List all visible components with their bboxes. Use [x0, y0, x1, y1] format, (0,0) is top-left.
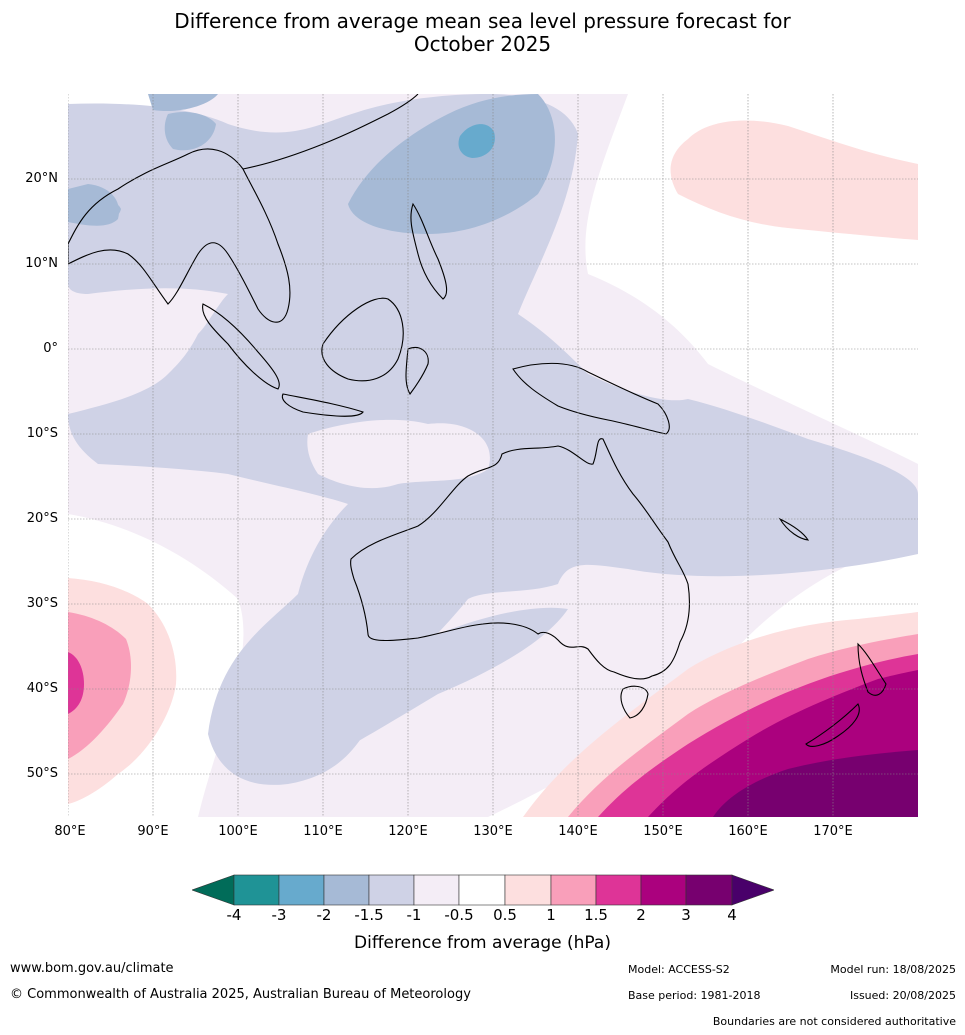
colorbar-tick-label: 2 — [636, 906, 646, 924]
coastlines — [68, 94, 887, 747]
map-canvas — [68, 94, 918, 817]
colorbar-tick-label: 0.5 — [493, 906, 517, 924]
new-caledonia-coastline — [778, 517, 810, 541]
lat-label-10s: 10°S — [26, 426, 58, 441]
colorbar-tick-label: -1.5 — [354, 906, 384, 924]
colorbar-swatch-neutral — [458, 874, 506, 906]
pressure-anomaly-map — [68, 94, 918, 817]
colorbar-swatch-minus-3 — [278, 874, 325, 906]
lon-label-130e: 130°E — [473, 824, 513, 839]
model-name: Model: ACCESS-S2 — [628, 963, 730, 976]
model-run-date: Model run: 18/08/2025 — [830, 963, 956, 976]
borneo-coastline — [321, 297, 404, 382]
lat-label-30s: 30°S — [26, 596, 58, 611]
anomaly-region-minus-1-top — [148, 94, 218, 112]
colorbar-label: Difference from average (hPa) — [354, 933, 611, 953]
website-link[interactable]: www.bom.gov.au/climate — [10, 961, 174, 976]
lon-label-90e: 90°E — [137, 824, 169, 839]
colorbar-tick-label: 1 — [546, 906, 556, 924]
colorbar-extend-low — [192, 874, 235, 906]
anomaly-region-minus-2 — [458, 124, 495, 158]
lon-label-160e: 160°E — [728, 824, 768, 839]
colorbar-tick-label: -0.5 — [444, 906, 474, 924]
anomaly-region-minus-0-5-tasman — [307, 419, 490, 489]
java-coastline — [281, 393, 364, 417]
anomaly-region-plus-3-southeast — [713, 750, 918, 817]
lat-label-0: 0° — [43, 341, 58, 356]
sulawesi-coastline — [405, 346, 429, 395]
colorbar-extend-high — [731, 874, 774, 906]
copyright-notice: © Commonwealth of Australia 2025, Austra… — [10, 987, 471, 1002]
colorbar-tick-label: -4 — [226, 906, 242, 924]
issued-date: Issued: 20/08/2025 — [849, 989, 956, 1002]
anomaly-region-minus-1-northwest — [164, 112, 216, 151]
colorbar — [192, 874, 774, 906]
lon-label-140e: 140°E — [558, 824, 598, 839]
colorbar-swatch-plus-2 — [640, 874, 687, 906]
colorbar-tick-label: 1.5 — [584, 906, 608, 924]
colorbar-tick-label: -2 — [316, 906, 332, 924]
philippines-coastline — [410, 202, 448, 300]
tasmania-coastline — [620, 685, 649, 719]
new-zealand-north-coastline — [857, 642, 887, 696]
map-title: Difference from average mean sea level p… — [0, 10, 965, 56]
colorbar-tick-label: 3 — [681, 906, 691, 924]
colorbar-tick-label: 4 — [727, 906, 737, 924]
colorbar-tick-label: -1 — [406, 906, 422, 924]
australia-coastline — [350, 438, 690, 680]
colorbar-swatch-plus-3 — [685, 874, 733, 906]
colorbar-swatch-minus-1 — [413, 874, 460, 906]
lon-label-110e: 110°E — [303, 824, 343, 839]
colorbar-swatch-minus-1-5 — [368, 874, 415, 906]
graticule — [68, 94, 918, 817]
anomaly-region-plus-1-southwest — [68, 612, 132, 759]
lon-label-100e: 100°E — [218, 824, 258, 839]
sumatra-coastline — [202, 303, 280, 390]
anomaly-region-plus-2-southwest — [68, 652, 84, 714]
colorbar-swatch-plus-1-5 — [595, 874, 642, 906]
colorbar-tick-label: -3 — [271, 906, 287, 924]
lat-label-20s: 20°S — [26, 511, 58, 526]
anomaly-region-plus-0-5-north-pacific — [670, 120, 918, 240]
anomaly-region-minus-1-north — [348, 94, 555, 234]
colorbar-swatch-plus-1 — [550, 874, 597, 906]
colorbar-swatch-minus-2 — [323, 874, 370, 906]
lat-label-50s: 50°S — [26, 766, 58, 781]
asia-mainland-coastline — [68, 148, 291, 323]
base-period: Base period: 1981-2018 — [628, 989, 761, 1002]
anomaly-region-minus-0-5-south — [274, 607, 568, 774]
colorbar-swatch-plus-0-5 — [504, 874, 552, 906]
lat-label-40s: 40°S — [26, 681, 58, 696]
lat-label-20n: 20°N — [25, 171, 58, 186]
colorbar-swatch-minus-4 — [233, 874, 280, 906]
lon-label-80e: 80°E — [54, 824, 86, 839]
title-line-2: October 2025 — [413, 32, 552, 56]
lon-label-120e: 120°E — [388, 824, 428, 839]
boundaries-disclaimer: Boundaries are not considered authoritat… — [712, 1015, 956, 1028]
new-zealand-south-coastline — [805, 703, 860, 747]
south-china-coastline — [242, 94, 419, 170]
lat-label-10n: 10°N — [25, 256, 58, 271]
lon-label-150e: 150°E — [643, 824, 683, 839]
lon-label-170e: 170°E — [813, 824, 853, 839]
title-line-1: Difference from average mean sea level p… — [174, 9, 791, 33]
